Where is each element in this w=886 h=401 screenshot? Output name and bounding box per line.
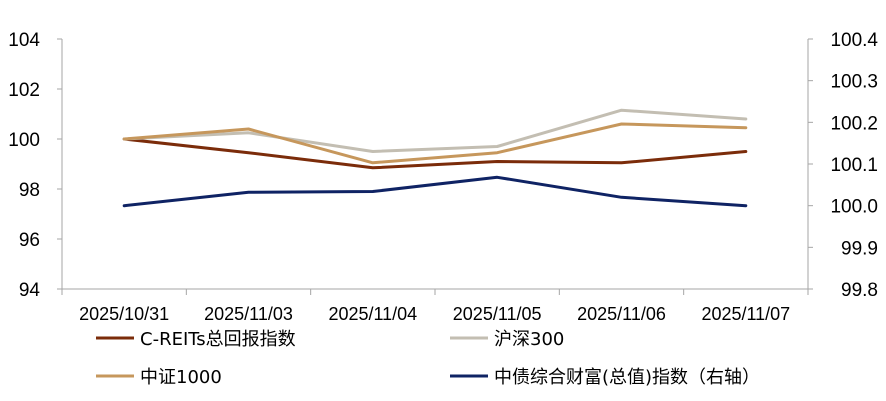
left-tick-label: 102 [8,80,40,101]
x-tick-label: 2025/11/07 [701,304,790,324]
series-lines [122,108,748,208]
legend-label: 中债综合财富(总值)指数（右轴） [494,367,760,388]
right-tick-label: 99.9 [841,238,878,259]
x-tick-label: 2025/11/05 [453,304,542,324]
right-tick-label: 100.1 [830,155,878,176]
series-line-1 [122,137,748,170]
right-tick-label: 100.2 [830,113,878,134]
legend-label: 沪深300 [494,329,564,350]
left-tick-label: 96 [19,230,40,251]
legend: C-REITs总回报指数 沪深300 中证1000 中债综合财富(总值)指数（右轴） [96,329,760,388]
x-tick-label: 2025/11/03 [204,304,293,324]
x-tick-label: 2025/10/31 [79,304,169,324]
x-tick-label: 2025/11/04 [328,304,417,324]
left-tick-label: 100 [8,130,40,151]
series-line-4 [122,175,748,208]
right-tick-label: 100.4 [830,30,878,51]
legend-label: 中证1000 [140,367,222,388]
legend-label: C-REITs总回报指数 [140,329,296,350]
series-line-2 [122,108,748,153]
x-tick-label: 2025/11/06 [577,304,666,324]
right-tick-label: 100.0 [830,197,878,218]
axes: 94 96 98 100 102 104 99.8 99.9 100.0 100.1 100.2 10… [8,30,878,324]
left-tick-label: 104 [8,30,40,51]
left-tick-label: 98 [19,180,40,201]
left-tick-label: 94 [19,280,41,301]
right-tick-label: 99.8 [841,280,878,301]
right-tick-label: 100.3 [830,72,878,93]
series-line-3 [122,122,748,165]
